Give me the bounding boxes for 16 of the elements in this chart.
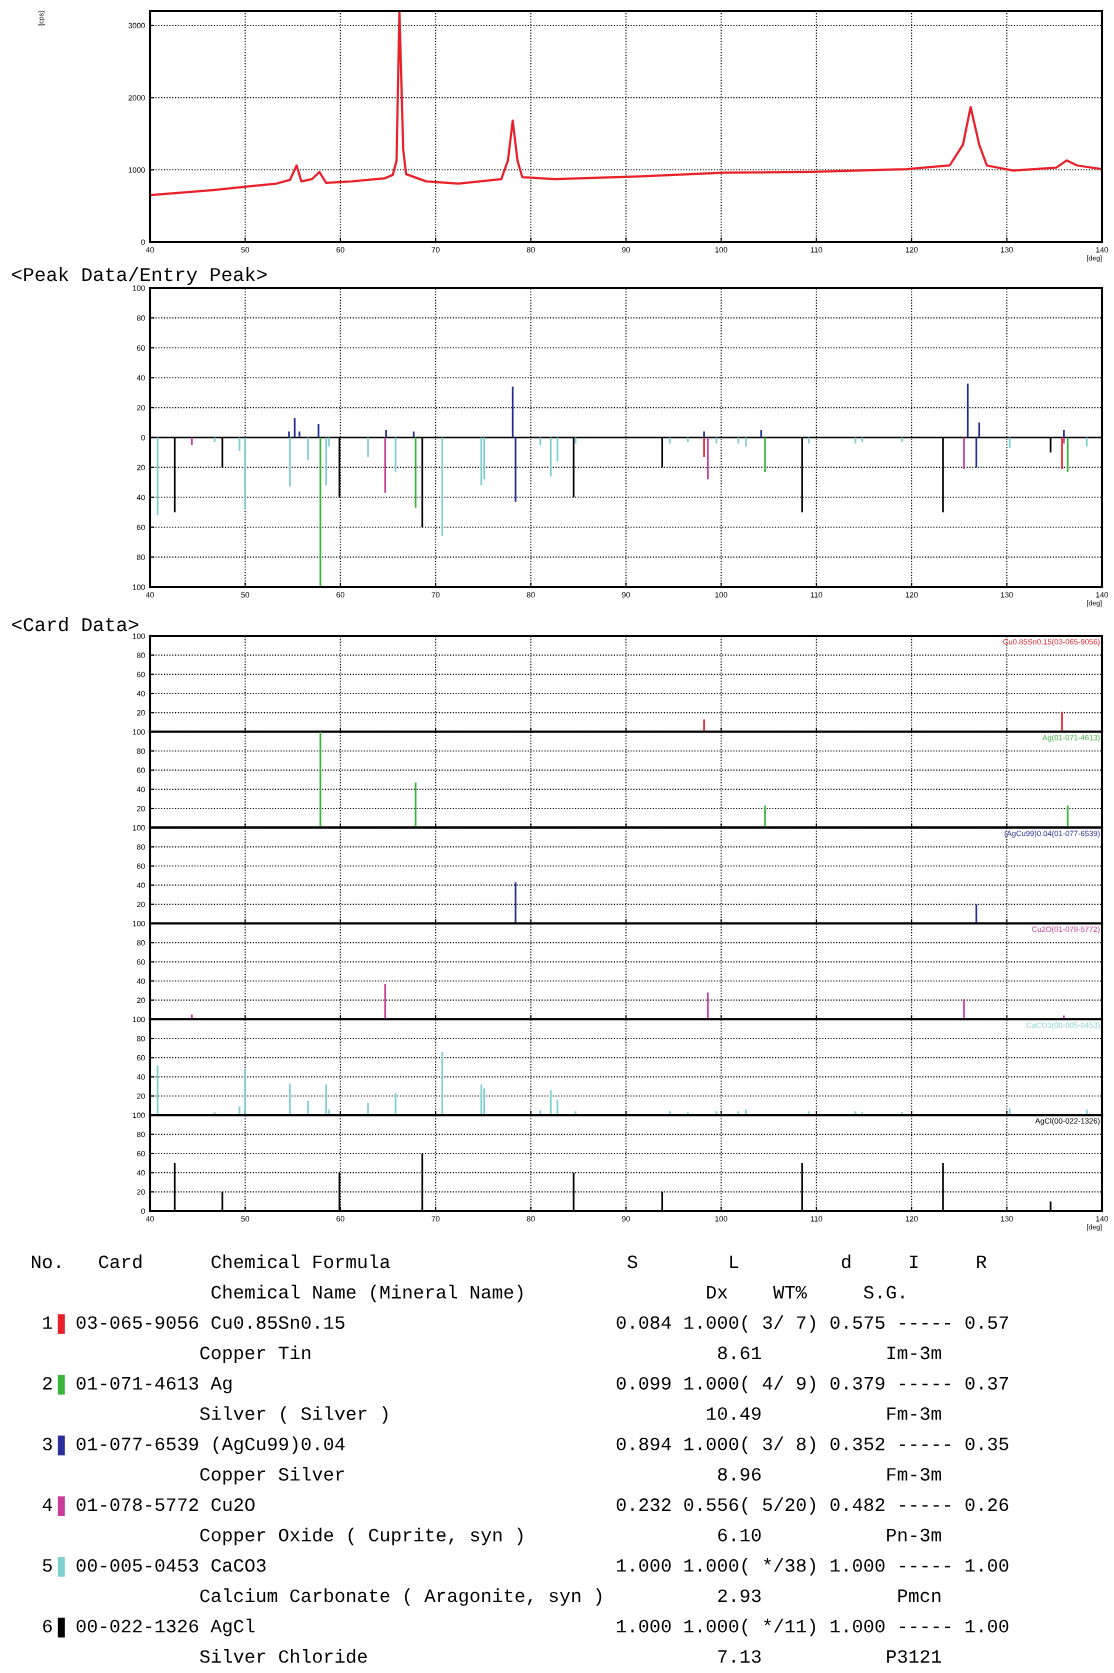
text: 1 03-065-9056 Cu0.85Sn0.15 0.084 1.000( 3/ 7) 0.575 ----- 0.57 [43,1315,1008,1333]
text: No. Card Chemical Formula S L d I R [31,1254,987,1269]
text: 6 00-022-1326 AgCl 1.000 1.000( */11) 1.000 ----- 1.00 [43,1618,1009,1637]
text: Copper Silver 8.96 Fm-3m [200,1466,941,1485]
text: Copper Oxide ( Cuprite, syn ) 6.10 Pn-3m [200,1527,941,1546]
text: Copper Tin 8.61 Im-3m [200,1345,941,1363]
text: 2 01-071-4613 Ag 0.099 1.000( 4/ 9) 0.379 ----- 0.37 [43,1375,1008,1394]
text: Silver ( Silver ) 10.49 Fm-3m [200,1406,941,1424]
text: Calcium Carbonate ( Aragonite, syn ) 2.93 Pmcn [200,1588,941,1606]
text: Chemical Name (Mineral Name) Dx WT% S.G. [211,1284,904,1303]
text: Silver Chloride 7.13 P3121 [200,1649,941,1663]
text: 3 01-077-6539 (AgCu99)0.04 0.894 1.000( 3/ 8) 0.352 ----- 0.35 [42,1436,1009,1455]
text: 5 00-005-0453 CaCO3 1.000 1.000( */38) 1.000 ----- 1.00 [42,1558,1009,1576]
chart-title: <Peak Data/Entry Peak> [12,266,267,286]
chart-title: <Card Data> [12,616,139,632]
text: 4 01-078-5772 Cu2O 0.232 0.556( 5/20) 0.482 ----- 0.26 [42,1497,1009,1515]
